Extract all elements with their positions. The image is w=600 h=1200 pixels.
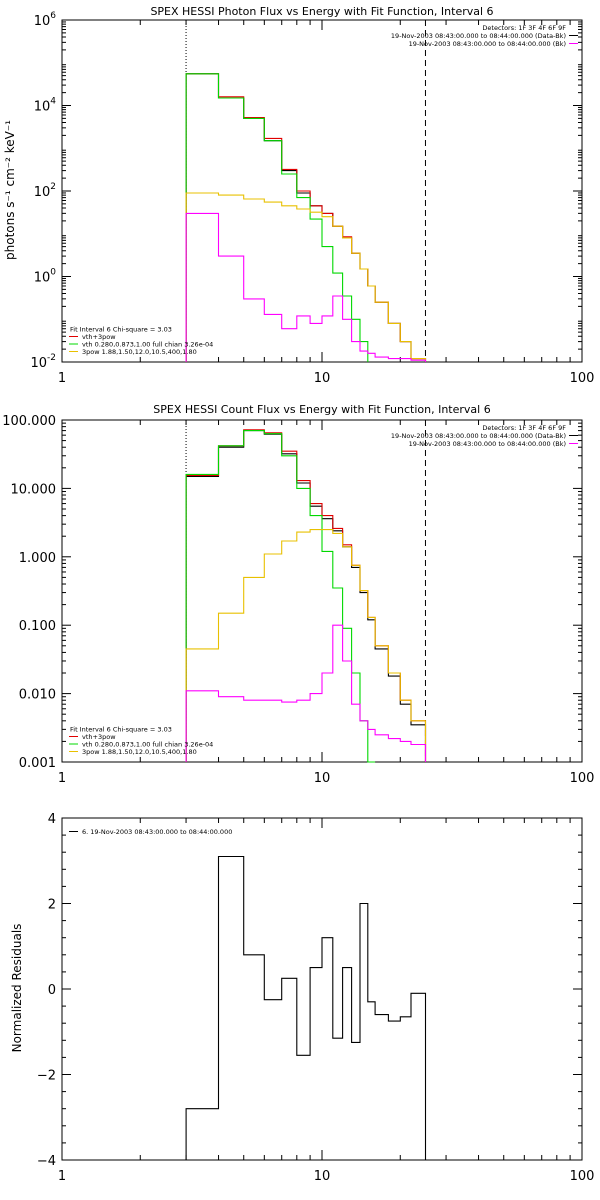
y-axis-label: photons s⁻¹ cm⁻² keV⁻¹ bbox=[3, 120, 17, 260]
series-line-powerlaw bbox=[185, 192, 427, 362]
y-tick-label: −2 bbox=[37, 1069, 56, 1084]
y-tick-label: 106 bbox=[34, 11, 57, 29]
series-line-background bbox=[185, 212, 427, 362]
x-tick-label: 10 bbox=[314, 371, 331, 386]
x-tick-label: 10 bbox=[314, 1169, 331, 1184]
series-line-powerlaw bbox=[185, 529, 427, 762]
y-tick-label: 10.000 bbox=[11, 482, 57, 497]
chart-panel-2: SPEX HESSI Count Flux vs Energy with Fit… bbox=[2, 403, 594, 786]
series-line-total bbox=[185, 73, 427, 362]
x-tick-label: 1 bbox=[58, 371, 66, 386]
legend-entry: vth 0.280,0.873,1.00 full chian 3.26e-04 bbox=[82, 341, 213, 349]
plot-frame bbox=[61, 19, 583, 363]
x-tick-label: 100 bbox=[570, 771, 595, 786]
series-line-data bbox=[185, 73, 427, 362]
x-tick-label: 10 bbox=[314, 771, 331, 786]
y-tick-label: 100.000 bbox=[2, 414, 56, 429]
y-tick-label: 10-2 bbox=[30, 353, 56, 371]
series-line-thermal bbox=[185, 73, 369, 362]
y-tick-label: 0.010 bbox=[19, 688, 56, 703]
series-line-data bbox=[185, 855, 427, 1160]
legend-entry: 3pow 1.88,1.50,12.0,10.5,400,1.80 bbox=[82, 348, 197, 356]
chart-panel-1: SPEX HESSI Photon Flux vs Energy with Fi… bbox=[3, 5, 594, 386]
y-tick-label: 102 bbox=[34, 182, 56, 200]
legend-entry: 6. 19-Nov-2003 08:43:00.000 to 08:44:00.… bbox=[82, 828, 232, 836]
y-tick-label: 100 bbox=[34, 268, 57, 286]
x-tick-label: 100 bbox=[570, 1169, 595, 1184]
plot-frame bbox=[61, 817, 583, 1161]
y-tick-label: 0.001 bbox=[19, 756, 56, 771]
y-tick-label: −4 bbox=[37, 1154, 56, 1169]
legend-entry: 3pow 1.88,1.50,12.0,10.5,400,1.80 bbox=[82, 748, 197, 756]
y-tick-label: 0 bbox=[48, 983, 56, 998]
y-tick-label: 0.100 bbox=[19, 619, 56, 634]
info-line: Detectors: 1F 3F 4F 6F 9F bbox=[482, 424, 566, 432]
series-line-total bbox=[185, 429, 427, 762]
legend-entry: Fit Interval 6 Chi-square = 3.03 bbox=[70, 726, 172, 734]
legend-entry: vth 0.280,0.873,1.00 full chian 3.26e-04 bbox=[82, 741, 213, 749]
y-axis-label: Normalized Residuals bbox=[10, 924, 24, 1053]
legend-entry: vth+3pow bbox=[82, 733, 116, 741]
y-tick-label: 2 bbox=[48, 898, 56, 913]
legend-entry: vth+3pow bbox=[82, 333, 116, 341]
y-tick-label: 104 bbox=[34, 97, 57, 115]
series-line-thermal bbox=[185, 430, 376, 763]
x-tick-label: 1 bbox=[58, 1169, 66, 1184]
plot-frame bbox=[61, 419, 583, 763]
y-tick-label: 4 bbox=[48, 812, 56, 827]
legend-entry: Fit Interval 6 Chi-square = 3.03 bbox=[70, 326, 172, 334]
chart-title: SPEX HESSI Photon Flux vs Energy with Fi… bbox=[150, 5, 493, 18]
chart-panel-3: Normalized Residuals 1 10 100 −4 −2 0 2 4 6. 19-N… bbox=[10, 812, 594, 1184]
y-tick-label: 1.000 bbox=[19, 551, 56, 566]
info-line: 19-Nov-2003 08:43:00.000 to 08:44:00.000… bbox=[391, 432, 566, 440]
x-tick-label: 100 bbox=[570, 371, 595, 386]
info-line: 19-Nov-2003 08:43:00.000 to 08:44:00.000… bbox=[409, 440, 566, 448]
info-line: Detectors: 1F 3F 4F 6F 9F bbox=[482, 24, 566, 32]
series-line-background bbox=[185, 624, 427, 762]
chart-title: SPEX HESSI Count Flux vs Energy with Fit… bbox=[153, 403, 490, 416]
info-line: 19-Nov-2003 08:43:00.000 to 08:44:00.000… bbox=[409, 40, 566, 48]
x-tick-label: 1 bbox=[58, 771, 66, 786]
info-line: 19-Nov-2003 08:43:00.000 to 08:44:00.000… bbox=[391, 32, 566, 40]
